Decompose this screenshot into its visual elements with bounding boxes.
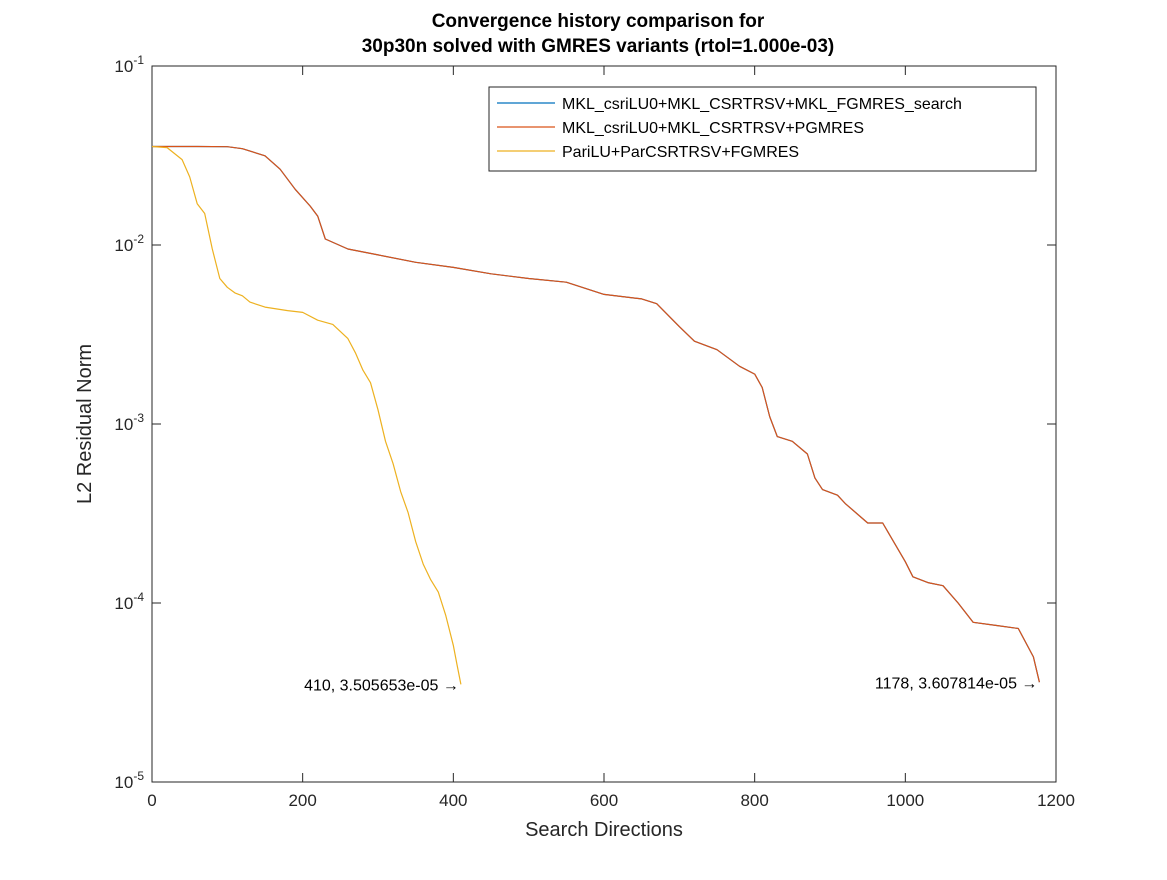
series-line-2 [152, 145, 1040, 683]
y-axis-label: L2 Residual Norm [74, 344, 96, 504]
y-tick-label: 10-4 [114, 590, 144, 613]
legend-entry-1: MKL_csriLU0+MKL_CSRTRSV+MKL_FGMRES_searc… [562, 96, 962, 113]
ticks-layer: 0 200 400 600 800 1000 1200 10-5 10-4 10-3 10-2 10-… [114, 53, 1075, 810]
annotations-layer: 410, 3.505653e-05 → 1178, 3.607814e-05 → [304, 675, 1037, 694]
y-tick-label: 10-1 [114, 53, 144, 76]
legend: MKL_csriLU0+MKL_CSRTRSV+MKL_FGMRES_searc… [488, 86, 1037, 172]
legend-box [488, 86, 1037, 172]
x-tick-label: 1000 [886, 791, 924, 810]
y-tick-label: 10-3 [114, 411, 144, 434]
x-tick-label: 200 [288, 791, 316, 810]
x-tick-label: 400 [439, 791, 467, 810]
chart-title-line-1: Convergence history comparison for [432, 11, 765, 32]
x-tick-label: 1200 [1037, 791, 1075, 810]
annotation-label-2: 1178, 3.607814e-05 → [875, 675, 1038, 692]
chart-title-line-2: 30p30n solved with GMRES variants (rtol=… [362, 36, 835, 57]
series-layer [151, 145, 1040, 685]
y-tick-label: 10-5 [114, 769, 144, 792]
legend-entry-2: MKL_csriLU0+MKL_CSRTRSV+PGMRES [562, 120, 864, 137]
x-axis-label: Search Directions [525, 819, 683, 841]
annotation-label-1: 410, 3.505653e-05 → [304, 677, 459, 694]
y-tick-label: 10-2 [114, 232, 144, 255]
legend-entry-3: PariLU+ParCSRTRSV+FGMRES [562, 144, 799, 161]
x-tick-label: 800 [740, 791, 768, 810]
series-line-3 [151, 145, 462, 685]
x-tick-label: 0 [147, 791, 156, 810]
plot-area [151, 65, 1057, 783]
x-tick-label: 600 [590, 791, 618, 810]
